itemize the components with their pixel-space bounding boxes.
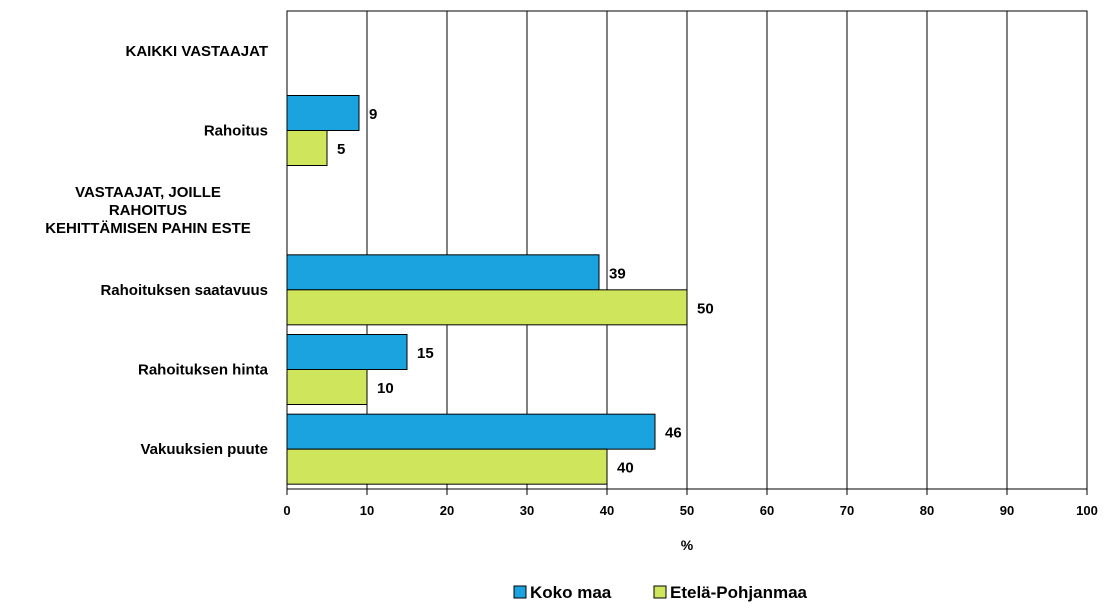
bar xyxy=(286,448,608,485)
x-tick-label: 50 xyxy=(680,503,694,518)
bar xyxy=(286,369,368,405)
bar xyxy=(286,413,656,450)
data-label: 9 xyxy=(369,106,377,123)
x-tick-label: 0 xyxy=(283,503,290,518)
legend: Koko maa Etelä-Pohjanmaa xyxy=(513,583,808,602)
category-label: VASTAAJAT, JOILLE RAHOITUS KEHITTÄMISEN PA… xyxy=(45,184,251,237)
data-label: 15 xyxy=(417,345,434,362)
x-tick-label: 40 xyxy=(600,503,614,518)
x-tick-label: 20 xyxy=(440,503,454,518)
x-tick-label: 90 xyxy=(1000,503,1014,518)
data-label: 46 xyxy=(665,425,682,442)
legend-label: Etelä-Pohjanmaa xyxy=(670,583,808,602)
x-tick-label: 70 xyxy=(840,503,854,518)
category-labels: KAIKKI VASTAAJAT Rahoitus VASTAAJAT, JOILL… xyxy=(45,43,268,458)
category-label: Rahoituksen saatavuus xyxy=(100,282,268,299)
legend-label: Koko maa xyxy=(530,583,612,602)
legend-swatch xyxy=(513,585,527,599)
data-label: 10 xyxy=(377,380,394,397)
plot-area-frame xyxy=(286,10,1088,490)
category-label: KAIKKI VASTAAJAT xyxy=(126,43,269,60)
x-tick-label: 30 xyxy=(520,503,534,518)
bar xyxy=(286,334,408,370)
bars: 9 5 39 50 15 10 46 40 xyxy=(286,95,714,485)
x-axis-title: % xyxy=(681,537,694,553)
x-tick-label: 60 xyxy=(760,503,774,518)
category-label: Rahoituksen hinta xyxy=(138,362,269,379)
x-tick-label: 10 xyxy=(360,503,374,518)
x-tick-label: 80 xyxy=(920,503,934,518)
data-label: 39 xyxy=(609,265,626,282)
x-tick-label: 100 xyxy=(1076,503,1098,518)
data-label: 5 xyxy=(337,141,345,158)
bar xyxy=(286,254,600,291)
data-label: 50 xyxy=(697,300,714,317)
bar xyxy=(286,95,360,131)
bar xyxy=(286,130,328,166)
bar xyxy=(286,289,688,326)
category-label: Rahoitus xyxy=(204,123,268,140)
data-label: 40 xyxy=(617,460,634,477)
x-tick-labels: 0 10 20 30 40 50 60 70 80 90 100 xyxy=(283,503,1097,518)
legend-swatch xyxy=(653,585,667,599)
category-label: Vakuuksien puute xyxy=(140,441,268,458)
